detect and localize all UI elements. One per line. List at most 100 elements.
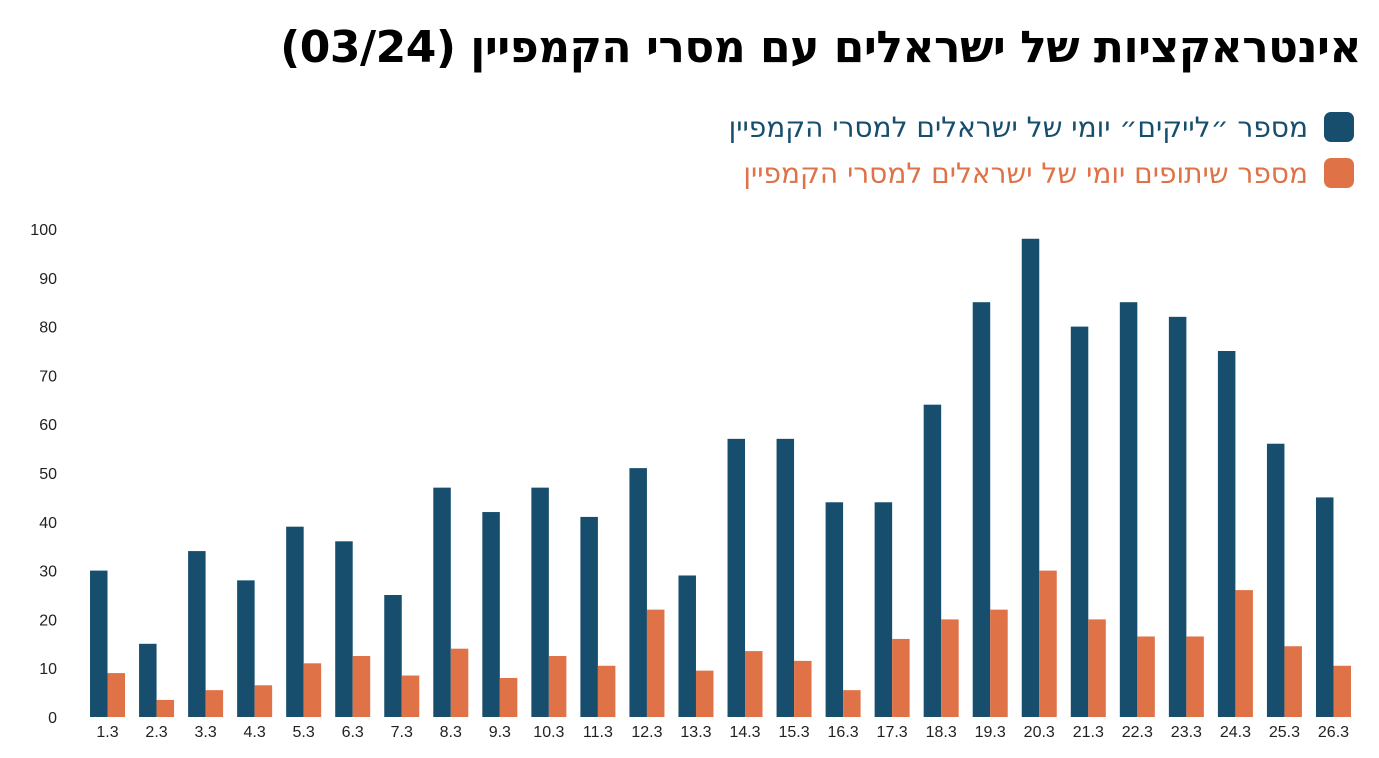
legend-swatch-shares xyxy=(1324,158,1354,188)
bar-likes xyxy=(727,438,746,717)
y-tick-label: 40 xyxy=(39,515,57,532)
y-tick-label: 90 xyxy=(39,271,57,288)
x-tick-label: 22.3 xyxy=(1122,724,1153,741)
bar-likes xyxy=(237,580,255,717)
bar-shares xyxy=(499,677,518,717)
bar-shares xyxy=(745,651,763,717)
x-tick-label: 26.3 xyxy=(1318,724,1349,741)
bar-shares xyxy=(941,619,959,717)
bar-likes xyxy=(384,595,402,717)
bar-shares xyxy=(254,685,273,717)
bar-likes xyxy=(433,487,451,717)
y-axis: 0 10 20 30 40 50 60 70 80 90 100 xyxy=(30,222,57,727)
x-tick-label: 9.3 xyxy=(489,724,511,741)
bar-shares xyxy=(1186,636,1204,717)
bar-shares xyxy=(646,609,665,717)
legend-label-shares: מספר שיתופים יומי של ישראלים למסרי הקמפי… xyxy=(743,156,1308,190)
chart-title: אינטראקציות של ישראלים עם מסרי הקמפיין (… xyxy=(280,22,1361,73)
x-tick-label: 12.3 xyxy=(631,724,662,741)
x-tick-label: 2.3 xyxy=(145,724,167,741)
bar-shares xyxy=(1333,665,1351,717)
bar-shares xyxy=(794,660,812,717)
x-tick-label: 23.3 xyxy=(1171,724,1202,741)
bar-shares xyxy=(1284,646,1302,717)
y-tick-label: 70 xyxy=(39,368,57,385)
bar-shares xyxy=(352,656,371,717)
bar-shares xyxy=(1137,636,1155,717)
bar-likes xyxy=(1070,326,1089,717)
bar-likes xyxy=(678,575,696,717)
bar-shares xyxy=(401,675,420,717)
bar-likes xyxy=(874,502,893,717)
x-tick-label: 4.3 xyxy=(244,724,266,741)
x-tick-label: 20.3 xyxy=(1024,724,1055,741)
bar-shares xyxy=(548,656,567,717)
x-axis: 1.3 2.3 3.3 4.3 5.3 6.3 7.3 8.3 9.3 10.3 11.3 12.3 1… xyxy=(96,724,1349,741)
bar-shares xyxy=(892,638,910,717)
bar-shares xyxy=(1088,619,1106,717)
y-tick-label: 60 xyxy=(39,417,57,434)
bar-likes xyxy=(776,438,795,717)
x-tick-label: 19.3 xyxy=(975,724,1006,741)
x-tick-label: 1.3 xyxy=(96,724,118,741)
y-tick-label: 30 xyxy=(39,564,57,581)
y-tick-label: 80 xyxy=(39,320,57,337)
bar-likes xyxy=(972,302,991,717)
legend-item-shares: מספר שיתופים יומי של ישראלים למסרי הקמפי… xyxy=(729,150,1354,196)
x-tick-label: 3.3 xyxy=(194,724,216,741)
bar-shares xyxy=(695,670,714,717)
x-tick-label: 13.3 xyxy=(680,724,711,741)
x-tick-label: 21.3 xyxy=(1073,724,1104,741)
y-tick-label: 20 xyxy=(39,612,57,629)
bar-shares xyxy=(303,663,322,717)
bar-likes xyxy=(335,541,353,717)
bar-likes xyxy=(1315,497,1334,717)
y-tick-label: 50 xyxy=(39,466,57,483)
bar-likes xyxy=(531,487,549,717)
x-tick-label: 18.3 xyxy=(926,724,957,741)
x-tick-label: 24.3 xyxy=(1220,724,1251,741)
bar-likes xyxy=(1266,443,1285,717)
bar-likes xyxy=(1168,316,1187,717)
bar-likes xyxy=(1217,351,1236,717)
bar-likes xyxy=(629,468,647,717)
x-tick-label: 25.3 xyxy=(1269,724,1300,741)
bar-shares xyxy=(450,648,469,717)
bar-likes xyxy=(1119,302,1138,717)
x-tick-label: 11.3 xyxy=(583,724,613,741)
bar-shares xyxy=(1235,590,1253,717)
bar-likes xyxy=(90,570,108,717)
legend-item-likes: מספר ״לייקים״ יומי של ישראלים למסרי הקמפ… xyxy=(729,104,1354,150)
x-tick-label: 7.3 xyxy=(391,724,413,741)
bar-shares xyxy=(990,609,1008,717)
x-tick-label: 15.3 xyxy=(778,724,809,741)
bar-likes xyxy=(188,551,206,717)
x-tick-label: 10.3 xyxy=(533,724,564,741)
legend-label-likes: מספר ״לייקים״ יומי של ישראלים למסרי הקמפ… xyxy=(728,110,1308,144)
y-tick-label: 100 xyxy=(30,222,57,239)
bar-likes xyxy=(482,512,500,717)
bars xyxy=(90,238,1351,717)
y-tick-label: 10 xyxy=(39,661,57,678)
legend-swatch-likes xyxy=(1324,112,1354,142)
x-tick-label: 5.3 xyxy=(293,724,315,741)
chart-legend: מספר ״לייקים״ יומי של ישראלים למסרי הקמפ… xyxy=(729,104,1354,196)
bar-likes xyxy=(580,516,598,717)
x-tick-label: 17.3 xyxy=(877,724,908,741)
x-tick-label: 14.3 xyxy=(729,724,760,741)
bar-likes xyxy=(139,643,157,717)
bar-shares xyxy=(156,699,175,717)
bar-likes xyxy=(923,404,942,717)
bar-shares xyxy=(1039,570,1057,717)
x-tick-label: 6.3 xyxy=(342,724,364,741)
bar-likes xyxy=(825,502,844,717)
x-tick-label: 8.3 xyxy=(440,724,462,741)
bar-shares xyxy=(597,665,616,717)
bar-shares xyxy=(205,690,224,717)
bar-shares xyxy=(843,690,861,717)
y-tick-label: 0 xyxy=(48,710,57,727)
bar-likes xyxy=(286,526,304,717)
bar-shares xyxy=(107,673,126,717)
x-tick-label: 16.3 xyxy=(828,724,859,741)
